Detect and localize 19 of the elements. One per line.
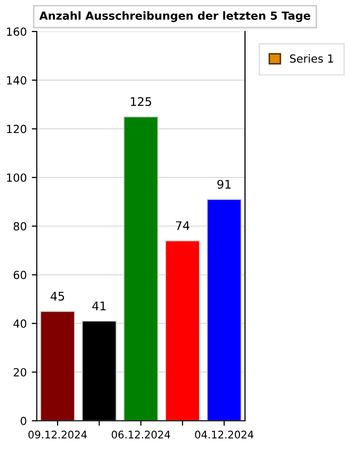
- data-label: 45: [50, 292, 64, 301]
- chart-title: Anzahl Ausschreibungen der letzten 5 Tage: [39, 11, 310, 22]
- x-tick-label: 06.12.2024: [112, 430, 170, 439]
- y-tick-label: 100: [7, 173, 26, 182]
- y-tick-label: 80: [14, 222, 26, 231]
- data-label: 41: [92, 302, 106, 310]
- data-label: 74: [176, 221, 190, 230]
- y-tick-label: 20: [14, 368, 26, 376]
- y-tick-label: 0: [20, 416, 26, 426]
- y-tick-label: 60: [14, 270, 26, 280]
- y-tick-label: 120: [7, 124, 26, 134]
- y-tick-label: 160: [7, 27, 26, 36]
- x-tick-label: 09.12.2024: [28, 430, 87, 439]
- x-tick-label: 04.12.2024: [195, 430, 254, 439]
- text: Series 1: [290, 54, 334, 63]
- data-label: 125: [130, 97, 152, 106]
- y-tick-label: 40: [13, 319, 26, 328]
- data-label: 91: [217, 180, 231, 189]
- y-tick-label: 140: [7, 76, 26, 85]
